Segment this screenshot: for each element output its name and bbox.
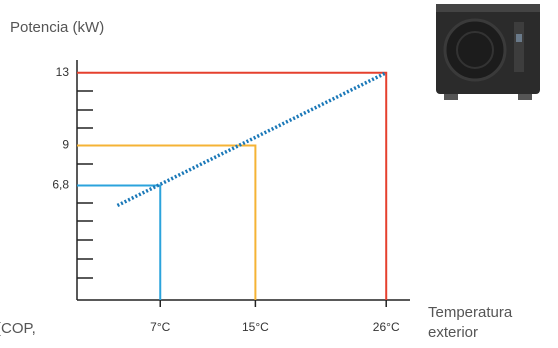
- y-tick-label: 6,8: [52, 178, 69, 192]
- heat-pump-image: [436, 4, 540, 100]
- y-tick-label: 9: [62, 138, 69, 152]
- y-axis-title: Potencia (kW): [10, 19, 104, 36]
- axes: [76, 60, 410, 301]
- level-line: [77, 144, 257, 300]
- level-line: [77, 71, 388, 300]
- y-tick-label: 13: [56, 65, 70, 79]
- x-axis-title: exterior: [428, 324, 478, 341]
- cut-text: (COP,: [0, 320, 36, 337]
- trend-line: [116, 71, 387, 208]
- x-axis-title: Temperatura: [428, 304, 513, 321]
- level-line: [77, 184, 162, 300]
- x-tick-label: 7°C: [150, 320, 170, 334]
- x-tick-label: 26°C: [373, 320, 400, 334]
- x-tick-label: 15°C: [242, 320, 269, 334]
